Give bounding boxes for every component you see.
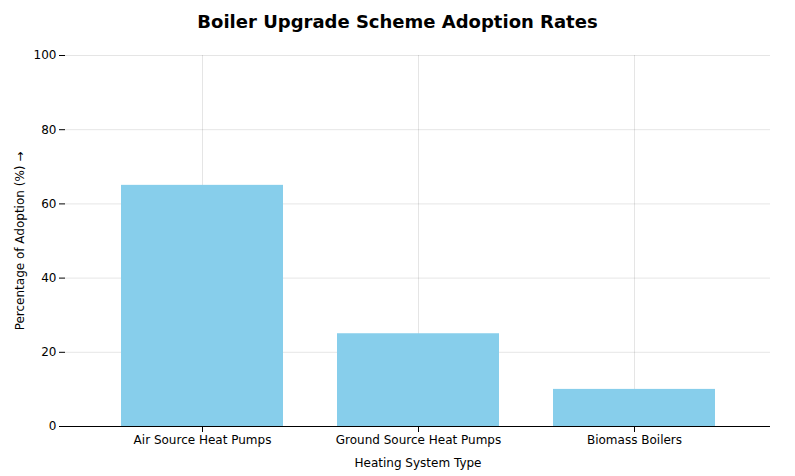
svg-text:Air Source Heat Pumps: Air Source Heat Pumps: [134, 433, 272, 447]
svg-text:Percentage of Adoption (%) →: Percentage of Adoption (%) →: [13, 152, 27, 331]
svg-text:100: 100: [34, 48, 57, 62]
svg-text:Ground Source Heat Pumps: Ground Source Heat Pumps: [336, 433, 501, 447]
svg-text:0: 0: [49, 419, 57, 433]
svg-text:20: 20: [41, 345, 56, 359]
svg-text:80: 80: [41, 123, 56, 137]
svg-text:Heating System Type: Heating System Type: [355, 456, 482, 470]
html-text:Boiler Upgrade Scheme Adoption: Boiler Upgrade Scheme Adoption Rates: [197, 11, 598, 32]
svg-text:Biomass Boilers: Biomass Boilers: [587, 433, 682, 447]
svg-text:60: 60: [41, 197, 56, 211]
svg-text:40: 40: [41, 271, 56, 285]
